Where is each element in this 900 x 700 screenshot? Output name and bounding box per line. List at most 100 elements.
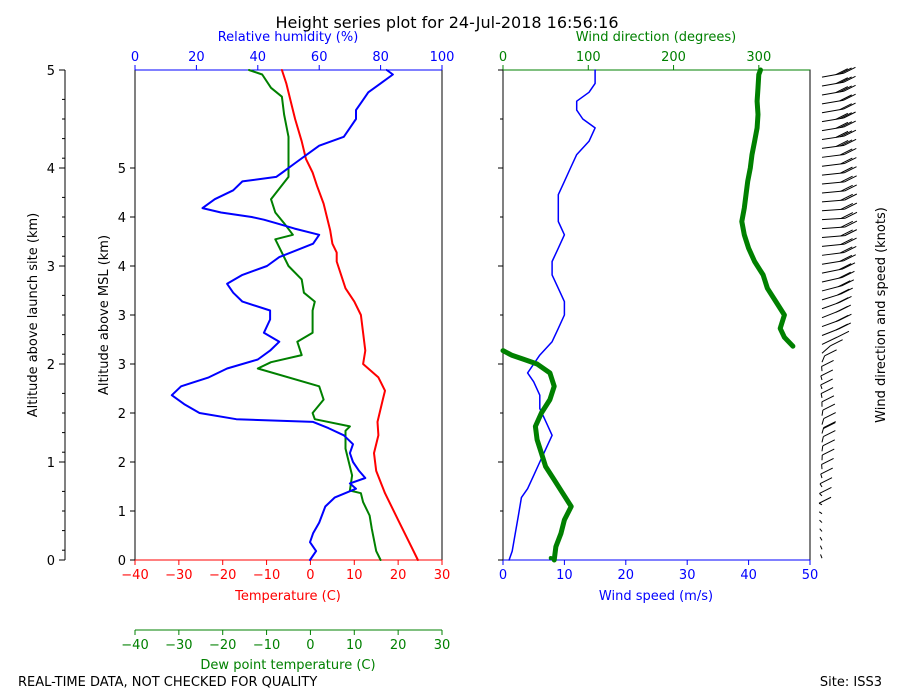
dewpoint-axis-label: Dew point temperature (C) (200, 658, 375, 673)
wind-barb-feather (844, 166, 857, 174)
relative-humidity-line (170, 69, 394, 561)
wind-barb-feather (835, 86, 849, 94)
wind-barb-feather (839, 67, 852, 75)
wind-barb-staff (820, 375, 823, 381)
wind-barb-feather (838, 263, 852, 271)
wind-barb-feather (839, 254, 853, 262)
quality-disclaimer: REAL-TIME DATA, NOT CHECKED FOR QUALITY (18, 675, 317, 690)
msl-altitude-tick-label: 2 (118, 456, 126, 471)
wind-barb-feather (835, 121, 849, 129)
wind-barb-feather (843, 102, 856, 110)
wind-barb-feather (843, 111, 856, 119)
wind-barb-feather (836, 330, 850, 338)
wind-barb-feather (843, 120, 856, 128)
wind-barb-feather (839, 112, 852, 120)
wind-barb-feather (823, 412, 836, 420)
wind-barb-staff (821, 410, 824, 416)
wind-speed-tick-label: 40 (740, 568, 757, 583)
wind-barb-feather (844, 202, 858, 210)
wind-barb-feather (823, 421, 836, 428)
wind-barb-feather (820, 378, 833, 386)
temperature-tick-label: −10 (253, 568, 280, 583)
temperature-tick-label: 10 (346, 568, 363, 583)
wind-barb-feather (839, 103, 852, 111)
wind-barb-feather (835, 305, 848, 313)
dewpoint-tick-label: 30 (434, 638, 451, 653)
wind-barb-feather (840, 157, 853, 165)
wind-barb-staff (821, 355, 826, 363)
temperature-tick-label: 0 (306, 568, 314, 583)
wind-barb-feather (835, 68, 848, 76)
dewpoint-tick-label: −20 (209, 638, 236, 653)
wind-barb-staff (821, 345, 831, 354)
wind-barb-feather (840, 184, 853, 192)
msl-altitude-tick-label: 0 (118, 554, 126, 569)
wind-barb-feather (844, 157, 857, 164)
wind-barb-feather (843, 254, 856, 262)
wind-speed-line (508, 69, 596, 561)
wind-barb-feather (839, 130, 853, 138)
wind-barb-staff (820, 473, 823, 479)
wind-barb-feather (835, 323, 848, 331)
wind-barb-feather (822, 403, 836, 411)
wind-barb-feather (835, 139, 849, 147)
temperature-tick-label: −20 (209, 568, 236, 583)
temperature-line (280, 69, 419, 561)
wind-barb-feather (822, 439, 835, 447)
wind-barb-feather (823, 422, 836, 430)
wind-barb-axis-label: Wind direction and speed (knots) (874, 207, 889, 423)
wind-barb-feather (822, 448, 835, 456)
msl-altitude-tick-label: 3 (118, 309, 126, 324)
msl-altitude-tick-label: 5 (118, 162, 126, 177)
wind-barb-staff (820, 384, 823, 390)
wind-barb-feather (840, 220, 854, 228)
wind-barb-feather (838, 280, 851, 288)
wind-barb-feather (820, 467, 833, 475)
wind-direction-line (739, 67, 796, 349)
wind-speed-tick-label: 20 (618, 568, 635, 583)
wind-barb-feather (835, 112, 849, 120)
wind-barb-staff (819, 493, 823, 497)
wind-barb-feather (823, 430, 836, 438)
outer-altitude-axis-label: Altitude above launch site (km) (26, 213, 41, 417)
dewpoint-tick-label: 20 (390, 638, 407, 653)
axis-ticks-layer: −40 −30 −20 −10 0 10 20 30−40 −30 −20 −10 0 10 20 300 2… (47, 50, 819, 653)
wind-barb-feather (842, 262, 856, 270)
wind-barb-feather (830, 339, 843, 347)
temperature-tick-label: −40 (121, 568, 148, 583)
temperature-tick-label: 30 (434, 568, 451, 583)
wind-speed-axis-label: Wind speed (m/s) (599, 589, 713, 604)
wind-barb-feather (844, 148, 857, 155)
dewpoint-tick-label: −40 (121, 638, 148, 653)
wind-barb-feather (837, 288, 850, 296)
wind-barb-feather (840, 246, 853, 254)
wind-direction-tick-label: 200 (661, 50, 686, 65)
wind-barb-staff (819, 545, 823, 550)
humidity-tick-label: 100 (430, 50, 455, 65)
chart-title: Height series plot for 24-Jul-2018 16:56… (275, 13, 618, 32)
outer-altitude-tick-label: 1 (47, 456, 55, 471)
temperature-axis-label: Temperature (C) (234, 589, 341, 604)
wind-barb-feather (843, 66, 856, 74)
humidity-tick-label: 20 (188, 50, 205, 65)
wind-barb-feather (844, 193, 858, 201)
series-layer (170, 67, 796, 563)
wind-barb-feather (844, 229, 858, 237)
wind-barb-feather (821, 395, 835, 403)
wind-barb-feather (840, 166, 853, 174)
wind-speed-tick-label: 50 (802, 568, 819, 583)
wind-plot-frame (502, 69, 811, 561)
wind-direction-line (500, 348, 574, 563)
temperature-tick-label: −30 (165, 568, 192, 583)
dewpoint-tick-label: 0 (306, 638, 314, 653)
wind-barb-feather (843, 138, 857, 146)
dewpoint-tick-label: −30 (165, 638, 192, 653)
wind-barb-feather (840, 287, 853, 295)
wind-barb-feather (844, 246, 857, 253)
wind-barb-staff (821, 418, 825, 425)
wind-barb-staff (819, 536, 823, 541)
wind-speed-tick-label: 30 (679, 568, 696, 583)
wind-barb-feather (844, 184, 857, 192)
wind-barb-feather (824, 349, 837, 357)
